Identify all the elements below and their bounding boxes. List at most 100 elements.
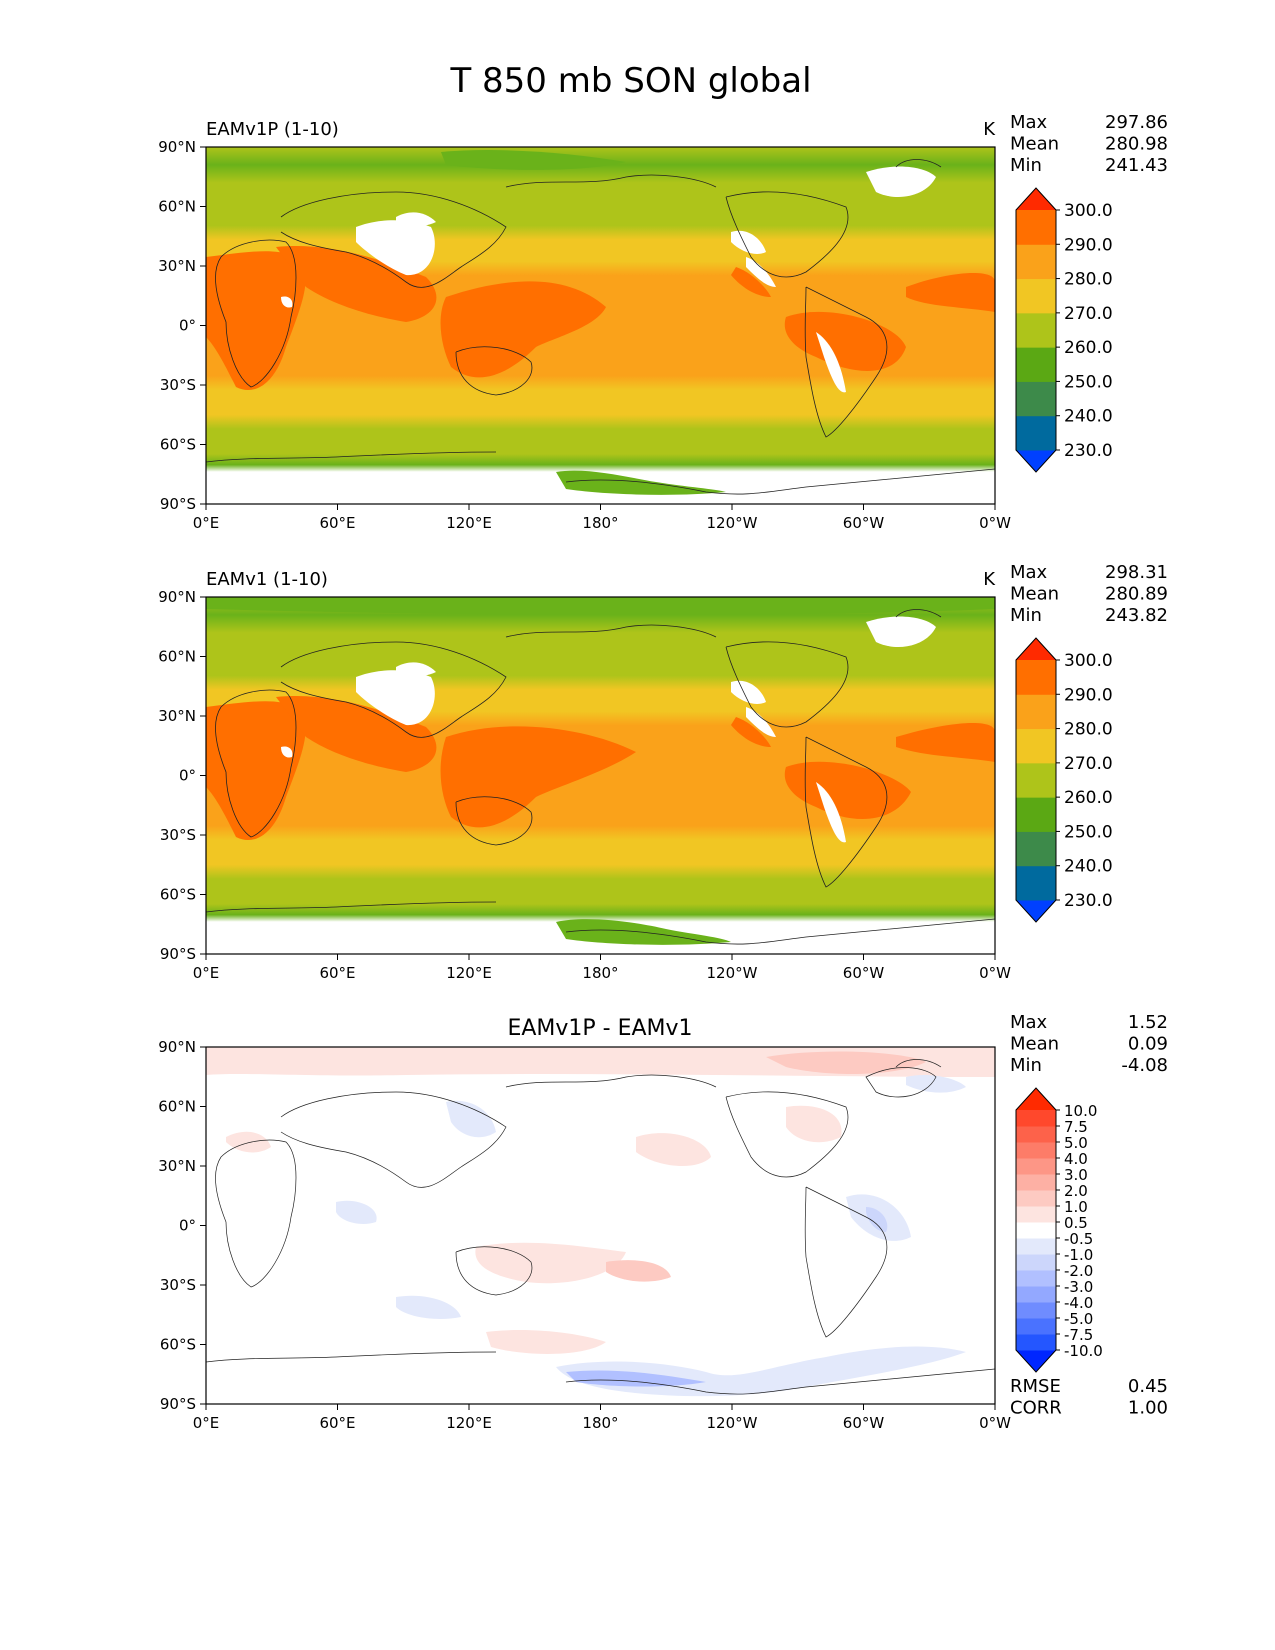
stat-label: Min — [1010, 605, 1042, 626]
colorbar-segment — [1016, 1158, 1056, 1175]
stat-label: Max — [1010, 112, 1048, 133]
colorbar-segment — [1016, 1174, 1056, 1191]
y-tick-label: 30°S — [160, 376, 196, 394]
y-tick-label: 30°N — [158, 707, 196, 725]
panel-units: K — [983, 569, 996, 590]
colorbar-label: -4.0 — [1064, 1294, 1093, 1312]
panel-title-center: EAMv1P - EAMv1 — [507, 1016, 692, 1041]
colorbar-label: -7.5 — [1064, 1326, 1093, 1344]
stat-value: 241.43 — [1105, 155, 1168, 176]
x-tick-label: 120°W — [707, 1414, 758, 1432]
colorbar-label: 230.0 — [1064, 891, 1113, 911]
colorbar-label: 4.0 — [1064, 1150, 1088, 1168]
colorbar-label: -10.0 — [1064, 1342, 1103, 1360]
x-tick-label: 0°E — [193, 964, 220, 982]
x-tick-label: 180° — [582, 514, 618, 532]
y-tick-label: 90°N — [158, 138, 196, 156]
colorbar-segment — [1016, 347, 1056, 382]
colorbar-segment — [1016, 1286, 1056, 1303]
x-tick-label: 180° — [582, 1414, 618, 1432]
colorbar-label: -2.0 — [1064, 1262, 1093, 1280]
stat-value: 0.45 — [1128, 1376, 1168, 1397]
y-tick-label: 30°S — [160, 826, 196, 844]
panel-eamv1: EAMv1 (1-10) K — [205, 569, 996, 955]
y-tick-label: 30°S — [160, 1276, 196, 1294]
y-tick-label: 90°S — [160, 945, 196, 963]
x-tick-label: 0°E — [193, 514, 220, 532]
colorbar-segment — [1016, 831, 1056, 867]
stats-layer: Max 297.86 Mean 280.98 Min 241.43 Max 298.31 Mea… — [1010, 112, 1168, 1419]
colorbar-extend-min — [1016, 900, 1056, 922]
stat-label: Mean — [1010, 1034, 1059, 1055]
y-tick-label: 60°N — [158, 198, 196, 216]
x-tick-label: 120°W — [707, 964, 758, 982]
colorbar-label: 290.0 — [1064, 235, 1113, 255]
colorbar-label: 2.0 — [1064, 1182, 1088, 1200]
colorbar-segment — [1016, 1110, 1056, 1127]
map-field — [206, 1047, 995, 1404]
y-tick-label: 30°N — [158, 1157, 196, 1175]
x-tick-label: 180° — [582, 964, 618, 982]
y-tick-label: 0° — [179, 1217, 196, 1235]
x-tick-label: 120°E — [446, 514, 492, 532]
colorbar-segment — [1016, 1254, 1056, 1271]
colorbar-segment — [1016, 312, 1056, 348]
x-tick-label: 60°W — [843, 514, 885, 532]
panel-title-left: EAMv1 (1-10) — [206, 569, 328, 590]
x-tick-label: 0°E — [193, 1414, 220, 1432]
stats-block: Max 298.31 Mean 280.89 Min 243.82 — [1010, 562, 1168, 626]
y-tick-label: 0° — [179, 317, 196, 335]
colorbar-segment — [1016, 1222, 1056, 1239]
x-tick-label: 120°E — [446, 964, 492, 982]
colorbar-label: -0.5 — [1064, 1230, 1093, 1248]
panel-units: K — [983, 119, 996, 140]
colorbar-label: 230.0 — [1064, 441, 1113, 461]
y-tick-label: 60°N — [158, 648, 196, 666]
panel-eamv1p: EAMv1P (1-10) K — [205, 119, 996, 505]
figure-title: T 850 mb SON global — [449, 61, 811, 101]
colorbar-segment — [1016, 244, 1056, 280]
stat-label: Min — [1010, 1055, 1042, 1076]
colorbar-segment — [1016, 415, 1056, 451]
stat-label: Max — [1010, 562, 1048, 583]
colorbar-label: 240.0 — [1064, 407, 1113, 427]
stat-label: Max — [1010, 1012, 1048, 1033]
colorbar-label: 260.0 — [1064, 788, 1113, 808]
colorbar-segment — [1016, 1302, 1056, 1319]
colorbar-label: -3.0 — [1064, 1278, 1093, 1296]
colorbar-segment — [1016, 1126, 1056, 1143]
y-tick-label: 60°S — [160, 886, 196, 904]
stat-value: 298.31 — [1105, 562, 1168, 583]
colorbar-segment — [1016, 660, 1056, 695]
colorbar-label: 0.5 — [1064, 1214, 1088, 1232]
colorbar-segment — [1016, 694, 1056, 730]
colorbar-label: 240.0 — [1064, 857, 1113, 877]
stat-value: 1.00 — [1128, 1398, 1168, 1419]
colorbar-label: 1.0 — [1064, 1198, 1088, 1216]
stat-value: 280.89 — [1105, 584, 1168, 605]
map-field — [206, 147, 995, 504]
colorbar-segment — [1016, 1318, 1056, 1335]
colorbar-label: 300.0 — [1064, 201, 1113, 221]
colorbar-label: 250.0 — [1064, 822, 1113, 842]
colorbar-extend-min — [1016, 450, 1056, 472]
colorbar-label: 270.0 — [1064, 754, 1113, 774]
colorbar-segment — [1016, 1142, 1056, 1159]
colorbar-segment — [1016, 728, 1056, 764]
stat-value: 280.98 — [1105, 134, 1168, 155]
colorbar-extend-max — [1016, 1088, 1056, 1110]
colorbar-label: 250.0 — [1064, 372, 1113, 392]
colorbar-layer: 230.0 240.0 250.0 260.0 270.0 280.0 290.0 300.0… — [1015, 187, 1113, 1373]
colorbar-label: 10.0 — [1064, 1102, 1097, 1120]
x-tick-label: 60°E — [319, 514, 355, 532]
axes-layer: 0°E 60°E 120°E 180° 120°W 60°W 0°W 90°N 60°N 30°N… — [158, 138, 1011, 1432]
stat-label: Mean — [1010, 134, 1059, 155]
stat-value: -4.08 — [1121, 1055, 1168, 1076]
colorbar-label: 290.0 — [1064, 685, 1113, 705]
colorbar-label: 280.0 — [1064, 270, 1113, 290]
colorbar-label: 5.0 — [1064, 1134, 1088, 1152]
colorbar-label: 3.0 — [1064, 1166, 1088, 1184]
colorbar-label: 300.0 — [1064, 651, 1113, 671]
colorbar-segment — [1016, 1334, 1056, 1351]
colorbar-extend-max — [1016, 638, 1056, 660]
